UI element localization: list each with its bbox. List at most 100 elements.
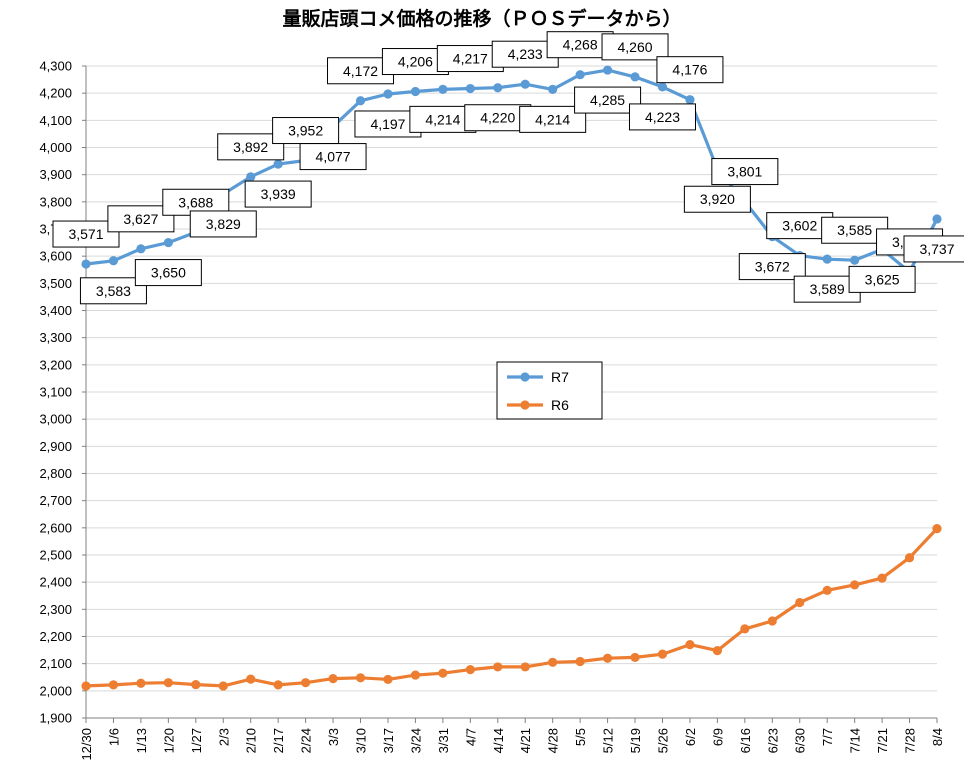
data-label-text: 4,206 [398, 54, 433, 70]
data-point-R7 [383, 89, 393, 99]
y-tick-label: 2,200 [39, 629, 72, 644]
data-point-R7 [520, 79, 530, 89]
data-point-R6 [932, 524, 942, 534]
data-label-text: 3,571 [68, 226, 103, 242]
chart-title: 量販店頭コメ価格の推移（ＰＯＳデータから） [282, 8, 682, 30]
data-point-R6 [301, 678, 311, 688]
data-labels: 3,571 3,583 3,627 3,650 3,688 3,829 3,892 3,939… [52, 31, 964, 305]
data-point-R6 [136, 678, 146, 688]
x-tick-label: 4/14 [491, 728, 506, 753]
x-tick-label: 3/24 [408, 728, 423, 753]
data-label: 4,233 [491, 40, 559, 68]
data-point-R7 [850, 255, 860, 265]
data-point-R6 [685, 640, 695, 650]
data-point-R7 [246, 172, 256, 182]
data-point-R6 [850, 580, 860, 590]
data-label-text: 3,939 [261, 186, 296, 202]
legend-box [496, 361, 603, 420]
y-tick-label: 3,500 [39, 276, 72, 291]
data-label-text: 3,688 [178, 194, 213, 210]
x-tick-label: 1/6 [106, 728, 121, 746]
data-label-box [628, 103, 696, 131]
legend-marker-R7 [520, 372, 530, 382]
series-line-R7 [85, 68, 939, 274]
data-label: 4,223 [628, 103, 696, 131]
data-label: 3,939 [244, 180, 312, 208]
data-label-box [903, 235, 964, 263]
data-point-R7 [136, 244, 146, 254]
data-label-text: 4,223 [645, 109, 680, 125]
data-label-box [656, 56, 724, 84]
x-tick-label: 6/9 [710, 728, 725, 746]
y-tick-label: 3,100 [39, 385, 72, 400]
x-tick-label: 1/27 [189, 728, 204, 753]
data-label-text: 3,672 [755, 259, 790, 275]
data-point-R6 [712, 646, 722, 656]
data-label-text: 4,285 [590, 92, 625, 108]
data-label: 3,650 [134, 259, 202, 287]
data-label: 3,920 [683, 185, 751, 213]
y-tick-label: 4,300 [39, 59, 72, 74]
data-label-box [272, 117, 340, 145]
data-point-R7 [355, 96, 366, 106]
data-label-text: 4,268 [563, 37, 598, 53]
x-tick-label: 4/21 [518, 728, 533, 753]
x-tick-label: 3/3 [326, 728, 341, 746]
y-tick-label: 2,700 [39, 493, 72, 508]
x-tick-label: 4/28 [546, 728, 561, 753]
x-tick-label: 7/7 [820, 728, 835, 746]
data-point-R6 [493, 662, 503, 672]
x-tick-label: 3/17 [381, 728, 396, 753]
data-label-text: 4,176 [672, 62, 707, 78]
data-label: 4,172 [327, 57, 395, 85]
data-label-text: 4,233 [508, 46, 543, 62]
data-point-R6 [410, 670, 421, 680]
data-point-R6 [575, 656, 585, 667]
x-tick-label: 2/3 [216, 728, 231, 746]
y-tick-label: 3,600 [39, 249, 72, 264]
data-point-R6 [630, 652, 640, 663]
data-point-R6 [246, 674, 256, 684]
data-label-text: 3,737 [919, 241, 954, 257]
data-label-box [711, 158, 779, 186]
data-point-R6 [767, 616, 777, 626]
data-label: 3,829 [189, 210, 257, 238]
data-label-box [134, 259, 202, 287]
data-point-R6 [822, 585, 832, 595]
x-tick-label: 1/13 [134, 728, 149, 753]
data-point-R6 [602, 653, 613, 663]
x-tick-label: 7/14 [848, 728, 863, 753]
data-point-R6 [191, 679, 201, 690]
x-tick-label: 6/30 [793, 728, 808, 753]
data-label: 3,737 [903, 235, 964, 263]
data-point-R7 [438, 84, 448, 94]
data-point-R7 [602, 65, 613, 75]
data-label-text: 3,892 [233, 139, 268, 155]
x-tick-label: 2/10 [244, 728, 259, 753]
data-point-R6 [548, 657, 558, 667]
data-point-R7 [465, 83, 475, 94]
data-point-R6 [355, 673, 366, 683]
y-tick-label: 2,400 [39, 575, 72, 590]
data-label-text: 3,602 [782, 218, 817, 234]
data-point-R6 [438, 668, 448, 678]
x-tick-label: 12/30 [79, 728, 94, 761]
y-tick-label: 3,800 [39, 194, 72, 209]
data-label-text: 3,627 [123, 211, 158, 227]
data-label-box [848, 265, 916, 293]
y-tick-label: 4,200 [39, 86, 72, 101]
data-label-text: 3,650 [151, 265, 186, 281]
x-tick-label: 5/26 [655, 728, 670, 753]
x-tick-label: 3/31 [436, 728, 451, 753]
data-point-R7 [108, 256, 119, 266]
data-label: 3,625 [848, 265, 916, 293]
data-label-box [244, 180, 312, 208]
data-point-R6 [877, 573, 887, 583]
data-label-text: 4,172 [343, 63, 378, 79]
x-tick-label: 6/23 [765, 728, 780, 753]
y-tick-label: 2,000 [39, 683, 72, 698]
y-tick-label: 2,900 [39, 439, 72, 454]
y-tick-label: 3,900 [39, 167, 72, 182]
data-point-R7 [575, 70, 585, 80]
data-label-box [683, 185, 751, 213]
